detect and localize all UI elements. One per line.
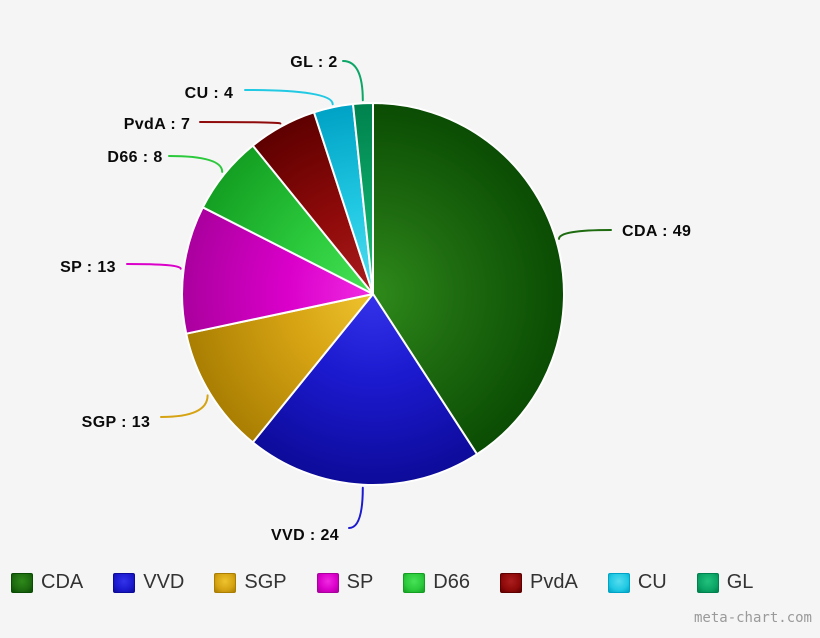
- callout-cu: [244, 89, 334, 106]
- callout-vvd: [348, 486, 364, 529]
- pie-slice-sgp: [185, 293, 374, 444]
- callout-cda: [558, 229, 612, 240]
- legend-item-sp: SP: [316, 571, 374, 594]
- pie-slice-gl: [352, 101, 374, 295]
- legend: CDA VVD SGP SP D66 PvdA CU GL: [11, 571, 753, 594]
- legend-swatch-cu: [607, 572, 630, 593]
- callout-gl: [342, 60, 364, 102]
- slice-label-sgp: SGP : 13: [82, 414, 151, 431]
- pie-slice-vvd: [251, 293, 478, 486]
- slice-label-cu: CU : 4: [185, 85, 234, 102]
- callout-d66: [168, 155, 224, 173]
- legend-swatch-sgp: [214, 572, 237, 593]
- watermark: meta-chart.com: [693, 610, 812, 626]
- legend-label-sp: SP: [346, 571, 374, 593]
- legend-item-d66: D66: [403, 571, 470, 594]
- slice-label-pvda: PvdA : 7: [124, 116, 191, 133]
- legend-item-vvd: VVD: [113, 571, 184, 594]
- legend-swatch-sp: [316, 572, 339, 593]
- callout-sp: [126, 263, 182, 270]
- legend-swatch-cda: [11, 572, 33, 593]
- legend-label-sgp: SGP: [244, 571, 287, 593]
- callout-sgp: [160, 394, 209, 418]
- pie-chart: CDA : 49 VVD : 24 SGP : 13 SP : 13 D66 : 8 Pv…: [60, 54, 691, 544]
- slice-label-cda: CDA : 49: [622, 223, 691, 240]
- legend-label-gl: GL: [726, 571, 754, 593]
- pie-slice-sp: [181, 206, 374, 335]
- legend-label-cu: CU: [637, 571, 667, 593]
- legend-label-d66: D66: [433, 571, 470, 593]
- legend-swatch-gl: [696, 572, 719, 593]
- legend-item-cda: CDA: [11, 571, 83, 594]
- legend-swatch-pvda: [500, 572, 522, 593]
- legend-label-pvda: PvdA: [530, 571, 578, 593]
- legend-label-cda: CDA: [41, 571, 84, 593]
- slice-label-sp: SP : 13: [60, 259, 116, 276]
- legend-swatch-vvd: [113, 572, 136, 593]
- legend-swatch-d66: [403, 572, 426, 593]
- legend-label-vvd: VVD: [143, 571, 185, 593]
- legend-item-sgp: SGP: [214, 571, 287, 594]
- slice-label-vvd: VVD : 24: [271, 527, 339, 544]
- slice-label-d66: D66 : 8: [107, 149, 162, 166]
- legend-item-cu: CU: [607, 571, 667, 594]
- legend-item-gl: GL: [696, 571, 754, 594]
- callout-pvda: [199, 121, 282, 125]
- legend-item-pvda: PvdA: [500, 571, 578, 594]
- slice-label-gl: GL : 2: [290, 54, 337, 71]
